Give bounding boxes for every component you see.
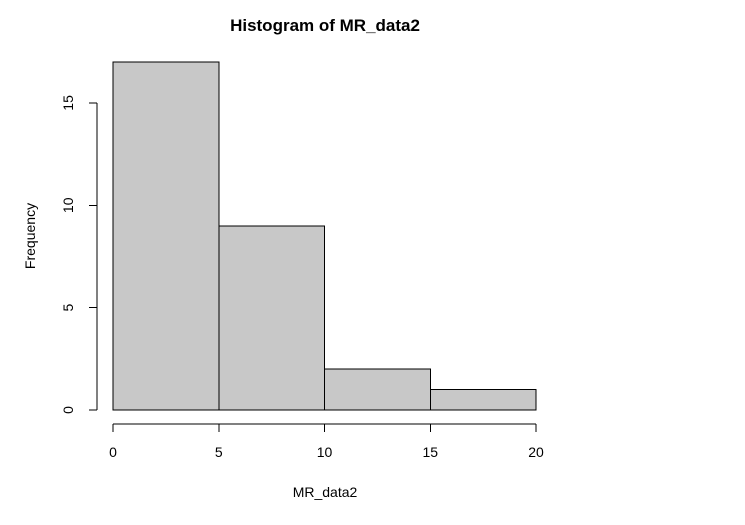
y-tick-label: 5 — [60, 304, 76, 312]
y-tick-label: 15 — [60, 95, 76, 111]
histogram-bar-2 — [218, 225, 325, 411]
x-axis-label: MR_data2 — [293, 484, 358, 500]
y-tick-label: 10 — [60, 197, 76, 213]
histogram-bar-4 — [429, 389, 537, 411]
y-axis-label: Frequency — [22, 203, 38, 269]
chart-title: Histogram of MR_data2 — [230, 16, 420, 35]
x-tick-label: 10 — [317, 444, 333, 460]
x-tick-label: 15 — [422, 444, 438, 460]
bars-group — [112, 61, 537, 411]
x-tick-label: 20 — [528, 444, 544, 460]
x-tick-label: 0 — [109, 444, 117, 460]
x-axis: 0 5 10 15 20 — [109, 423, 544, 460]
x-tick-label: 5 — [215, 444, 223, 460]
histogram-bar-3 — [324, 368, 431, 411]
y-tick-label: 0 — [60, 406, 76, 414]
histogram-bar-1 — [112, 61, 220, 411]
y-axis: 0 5 10 15 — [60, 95, 98, 414]
